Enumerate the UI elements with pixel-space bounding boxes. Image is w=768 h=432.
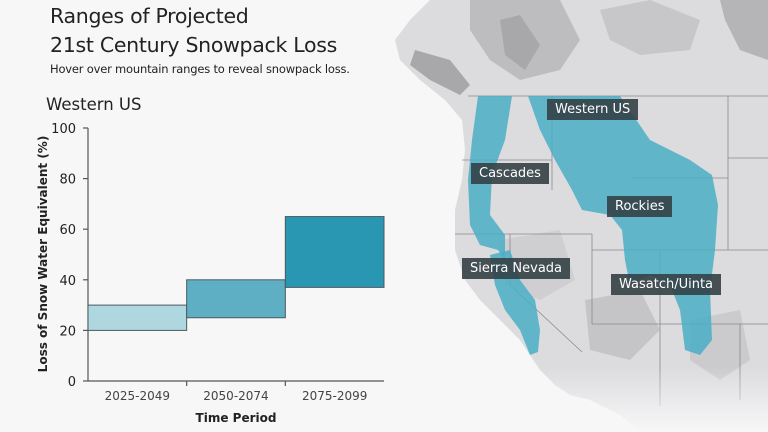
bars [87, 216, 385, 331]
range-bar[interactable] [87, 304, 188, 331]
x-tick-label: 2075-2099 [302, 389, 367, 403]
title-line-1: Ranges of Projected [50, 4, 249, 28]
map-label-rockies[interactable]: Rockies [607, 196, 673, 217]
y-tick-label: 80 [59, 173, 76, 188]
y-tick-label: 0 [68, 375, 76, 390]
x-tick-label: 2025-2049 [105, 389, 170, 403]
map-label-cascades[interactable]: Cascades [471, 163, 549, 184]
range-bar[interactable] [284, 216, 385, 288]
map-label-sierra-nevada[interactable]: Sierra Nevada [462, 258, 571, 279]
y-tick-label: 100 [51, 122, 76, 137]
y-tick-label: 20 [59, 324, 76, 339]
title-line-2: 21st Century Snowpack Loss [50, 33, 338, 57]
x-ticks: 2025-2049 2050-2074 2075-2099 [105, 381, 367, 403]
y-ticks: 0 20 40 60 80 100 [51, 122, 88, 390]
map-label-western-us[interactable]: Western US [547, 99, 639, 120]
map-label-wasatch-uinta[interactable]: Wasatch/Uinta [611, 274, 722, 295]
chart-region-title: Western US [46, 95, 142, 114]
x-axis-label: Time Period [196, 411, 277, 425]
subtitle: Hover over mountain ranges to reveal sno… [50, 62, 350, 76]
y-tick-label: 40 [59, 274, 76, 289]
y-tick-label: 60 [59, 223, 76, 238]
range-chart: 0 20 40 60 80 100 2025-2049 2050-2074 2075-2099… [36, 122, 385, 425]
page-title: Ranges of Projected 21st Century Snowpac… [50, 2, 337, 60]
range-bar[interactable] [186, 279, 286, 319]
x-tick-label: 2050-2074 [203, 389, 268, 403]
map [380, 0, 768, 432]
y-axis-label: Loss of Snow Water Equivalent (%) [36, 136, 50, 373]
